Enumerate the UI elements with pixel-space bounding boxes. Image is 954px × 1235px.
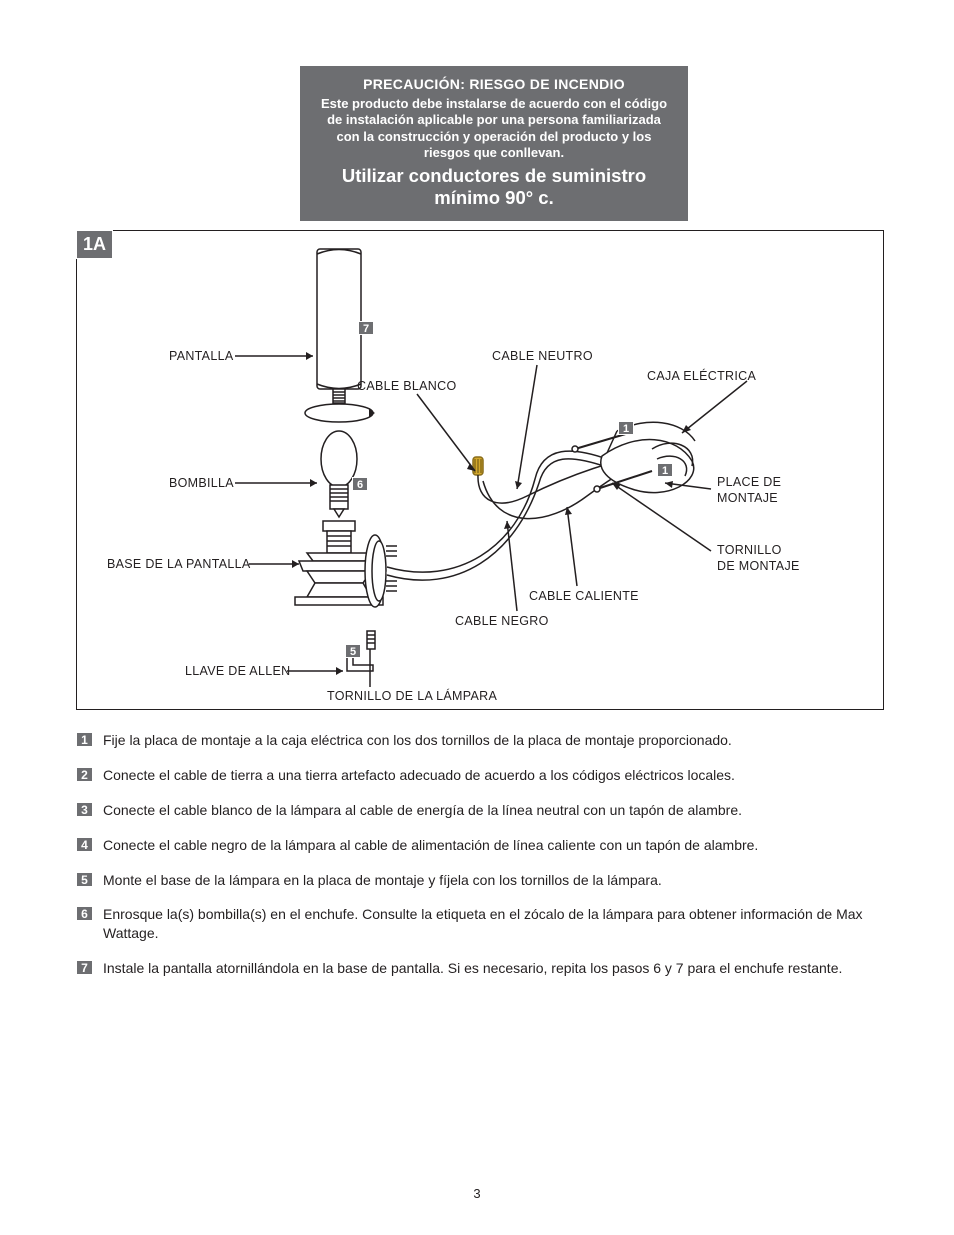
- diagram-frame: 1A: [76, 230, 884, 710]
- page-number: 3: [0, 1186, 954, 1201]
- step-text: Enrosque la(s) bombilla(s) en el enchufe…: [103, 905, 884, 943]
- label-bombilla: BOMBILLA: [169, 476, 234, 490]
- label-tornillo-montaje-2: DE MONTAJE: [717, 559, 800, 573]
- diagram-marker-1b: 1: [657, 463, 673, 477]
- step-num: 7: [76, 960, 93, 975]
- lamp-diagram: [77, 231, 885, 711]
- diagram-marker-1a: 1: [618, 421, 634, 435]
- label-cable-blanco: CABLE BLANCO: [357, 379, 456, 393]
- step-text: Conecte el cable negro de la lámpara al …: [103, 836, 758, 855]
- step-text: Monte el base de la lámpara en la placa …: [103, 871, 662, 890]
- label-place-montaje-1: PLACE DE: [717, 475, 781, 489]
- step-row: 3 Conecte el cable blanco de la lámpara …: [76, 801, 884, 820]
- label-place-montaje-2: MONTAJE: [717, 491, 778, 505]
- step-text: Conecte el cable de tierra a una tierra …: [103, 766, 735, 785]
- label-tornillo-montaje-1: TORNILLO: [717, 543, 782, 557]
- step-row: 1 Fije la placa de montaje a la caja elé…: [76, 731, 884, 750]
- diagram-marker-5: 5: [345, 644, 361, 658]
- label-caja-electrica: CAJA ELÉCTRICA: [647, 369, 756, 383]
- caution-box: PRECAUCIÓN: RIESGO DE INCENDIO Este prod…: [300, 66, 688, 221]
- step-num: 5: [76, 872, 93, 887]
- label-cable-neutro: CABLE NEUTRO: [492, 349, 593, 363]
- caution-body: Este producto debe instalarse de acuerdo…: [314, 96, 674, 161]
- label-llave-allen: LLAVE DE ALLEN: [185, 664, 290, 678]
- step-num: 3: [76, 802, 93, 817]
- step-text: Fije la placa de montaje a la caja eléct…: [103, 731, 732, 750]
- step-row: 4 Conecte el cable negro de la lámpara a…: [76, 836, 884, 855]
- step-row: 6 Enrosque la(s) bombilla(s) en el enchu…: [76, 905, 884, 943]
- caution-big: Utilizar conductores de suministro mínim…: [314, 165, 674, 209]
- caution-title: PRECAUCIÓN: RIESGO DE INCENDIO: [314, 76, 674, 92]
- frame-label: 1A: [76, 230, 113, 259]
- label-cable-negro: CABLE NEGRO: [455, 614, 549, 628]
- instructions: 1 Fije la placa de montaje a la caja elé…: [76, 731, 884, 994]
- label-tornillo-lampara: TORNILLO DE LA LÁMPARA: [327, 689, 497, 703]
- step-row: 2 Conecte el cable de tierra a una tierr…: [76, 766, 884, 785]
- label-pantalla: PANTALLA: [169, 349, 233, 363]
- step-row: 5 Monte el base de la lámpara en la plac…: [76, 871, 884, 890]
- step-text: Instale la pantalla atornillándola en la…: [103, 959, 842, 978]
- step-num: 2: [76, 767, 93, 782]
- step-num: 6: [76, 906, 93, 921]
- step-num: 4: [76, 837, 93, 852]
- label-base-pantalla: BASE DE LA PANTALLA: [107, 557, 251, 571]
- diagram-marker-6: 6: [352, 477, 368, 491]
- step-row: 7 Instale la pantalla atornillándola en …: [76, 959, 884, 978]
- label-cable-caliente: CABLE CALIENTE: [529, 589, 639, 603]
- diagram-marker-7: 7: [358, 321, 374, 335]
- step-text: Conecte el cable blanco de la lámpara al…: [103, 801, 742, 820]
- step-num: 1: [76, 732, 93, 747]
